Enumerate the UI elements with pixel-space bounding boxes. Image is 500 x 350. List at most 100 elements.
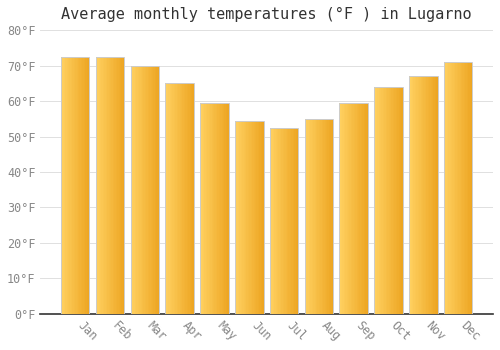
Bar	[103, 57, 104, 314]
Bar	[291, 128, 292, 314]
Bar	[176, 83, 177, 314]
Bar	[450, 62, 451, 314]
Bar	[180, 83, 181, 314]
Bar	[281, 128, 282, 314]
Bar	[454, 62, 456, 314]
Bar	[117, 57, 118, 314]
Bar	[461, 62, 462, 314]
Bar	[428, 76, 429, 314]
Bar	[471, 62, 472, 314]
Bar	[72, 57, 74, 314]
Bar	[135, 65, 136, 314]
Bar	[444, 62, 472, 314]
Bar	[418, 76, 419, 314]
Bar	[287, 128, 288, 314]
Bar	[252, 120, 254, 314]
Bar	[420, 76, 422, 314]
Bar	[340, 103, 368, 314]
Bar	[242, 120, 244, 314]
Bar	[304, 119, 306, 314]
Bar	[430, 76, 432, 314]
Bar	[223, 103, 224, 314]
Bar	[448, 62, 450, 314]
Bar	[216, 103, 218, 314]
Bar	[329, 119, 330, 314]
Bar	[140, 65, 142, 314]
Bar	[383, 87, 384, 314]
Bar	[394, 87, 396, 314]
Bar	[255, 120, 256, 314]
Bar	[98, 57, 100, 314]
Bar	[61, 57, 90, 314]
Bar	[350, 103, 351, 314]
Bar	[170, 83, 171, 314]
Bar	[415, 76, 416, 314]
Bar	[272, 128, 274, 314]
Bar	[340, 103, 341, 314]
Bar	[320, 119, 322, 314]
Bar	[276, 128, 277, 314]
Bar	[318, 119, 319, 314]
Bar	[178, 83, 180, 314]
Bar	[107, 57, 108, 314]
Bar	[166, 83, 167, 314]
Bar	[330, 119, 332, 314]
Bar	[218, 103, 220, 314]
Bar	[386, 87, 387, 314]
Bar	[80, 57, 81, 314]
Bar	[187, 83, 188, 314]
Bar	[324, 119, 326, 314]
Bar	[206, 103, 208, 314]
Bar	[410, 76, 412, 314]
Bar	[332, 119, 333, 314]
Bar	[316, 119, 318, 314]
Bar	[96, 57, 124, 314]
Bar	[464, 62, 466, 314]
Bar	[400, 87, 402, 314]
Bar	[262, 120, 264, 314]
Bar	[297, 128, 298, 314]
Bar	[64, 57, 65, 314]
Bar	[188, 83, 190, 314]
Bar	[434, 76, 435, 314]
Bar	[467, 62, 468, 314]
Bar	[158, 65, 159, 314]
Bar	[296, 128, 297, 314]
Bar	[254, 120, 255, 314]
Bar	[294, 128, 296, 314]
Bar	[212, 103, 213, 314]
Bar	[377, 87, 378, 314]
Bar	[457, 62, 458, 314]
Bar	[271, 128, 272, 314]
Bar	[364, 103, 365, 314]
Bar	[203, 103, 204, 314]
Bar	[123, 57, 124, 314]
Bar	[75, 57, 76, 314]
Bar	[409, 76, 438, 314]
Bar	[322, 119, 323, 314]
Bar	[200, 103, 202, 314]
Bar	[374, 87, 376, 314]
Bar	[270, 128, 271, 314]
Bar	[355, 103, 356, 314]
Bar	[348, 103, 350, 314]
Bar	[238, 120, 240, 314]
Bar	[384, 87, 386, 314]
Bar	[208, 103, 210, 314]
Bar	[419, 76, 420, 314]
Bar	[204, 103, 206, 314]
Bar	[114, 57, 116, 314]
Bar	[68, 57, 70, 314]
Bar	[392, 87, 393, 314]
Bar	[102, 57, 103, 314]
Bar	[172, 83, 174, 314]
Bar	[460, 62, 461, 314]
Bar	[432, 76, 434, 314]
Bar	[171, 83, 172, 314]
Bar	[186, 83, 187, 314]
Bar	[120, 57, 122, 314]
Bar	[226, 103, 228, 314]
Bar	[118, 57, 120, 314]
Bar	[134, 65, 135, 314]
Bar	[425, 76, 426, 314]
